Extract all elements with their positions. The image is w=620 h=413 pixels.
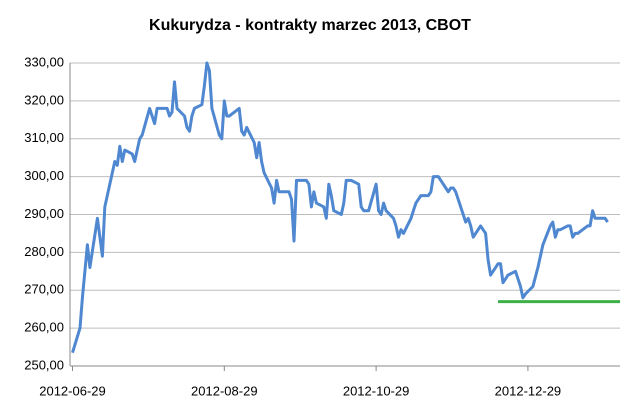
- x-tick-label: 2012-06-29: [39, 383, 106, 398]
- x-tick-label: 2012-10-29: [343, 383, 410, 398]
- x-tick-label: 2012-08-29: [191, 383, 258, 398]
- y-tick-label: 320,00: [24, 92, 64, 107]
- y-tick-label: 290,00: [24, 206, 64, 221]
- y-tick-label: 270,00: [24, 282, 64, 297]
- price-line: [71, 61, 609, 354]
- y-tick-label: 280,00: [24, 244, 64, 259]
- y-tick-label: 260,00: [24, 320, 64, 335]
- y-tick-label: 310,00: [24, 130, 64, 145]
- y-tick-label: 250,00: [24, 357, 64, 372]
- y-tick-label: 330,00: [24, 54, 64, 69]
- chart-title: Kukurydza - kontrakty marzec 2013, CBOT: [149, 17, 471, 34]
- x-tick-label: 2012-12-29: [495, 383, 562, 398]
- y-tick-label: 300,00: [24, 168, 64, 183]
